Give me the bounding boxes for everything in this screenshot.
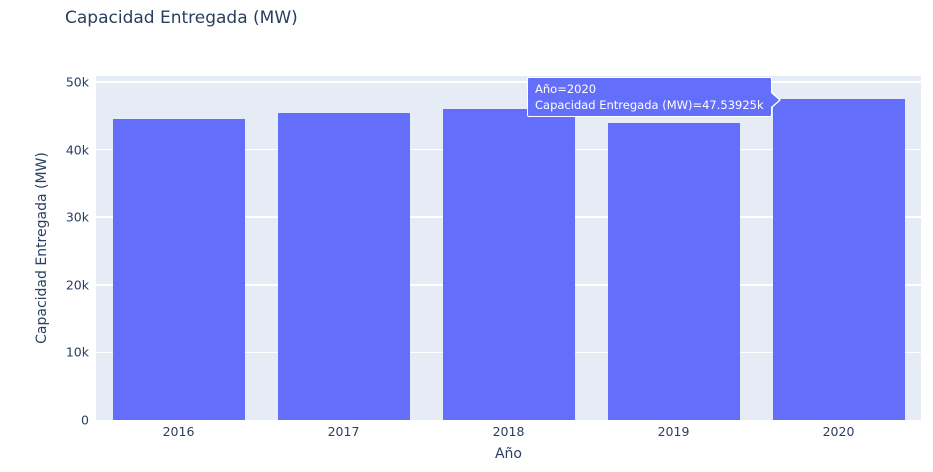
x-tick-label: 2020 xyxy=(822,424,855,439)
hover-tooltip: Año=2020 Capacidad Entregada (MW)=47.539… xyxy=(527,77,781,117)
y-tick-label: 10k xyxy=(65,344,89,360)
y-axis-title: Capacidad Entregada (MW) xyxy=(34,152,50,344)
tooltip-category-line: Año=2020 xyxy=(535,82,597,96)
x-tick-label: 2017 xyxy=(327,424,360,439)
x-axis-title: Año xyxy=(494,446,522,462)
x-tick-label: 2019 xyxy=(657,424,690,439)
x-tick-label: 2018 xyxy=(492,424,525,439)
bar-2016[interactable] xyxy=(112,119,245,420)
x-tick-label: 2016 xyxy=(162,424,195,439)
y-tick-label: 20k xyxy=(65,277,89,293)
bar-2017[interactable] xyxy=(277,112,410,420)
y-tick-label: 40k xyxy=(65,142,89,158)
tooltip-caret-fill xyxy=(770,93,779,107)
bar-2020[interactable] xyxy=(772,98,905,420)
plot-area[interactable] xyxy=(96,76,921,420)
bar-2018[interactable] xyxy=(442,109,575,420)
y-tick-label: 30k xyxy=(65,209,89,225)
chart-title: Capacidad Entregada (MW) xyxy=(65,8,298,28)
y-tick-label: 50k xyxy=(65,74,89,90)
tooltip-value-line: Capacidad Entregada (MW)=47.53925k xyxy=(535,98,764,112)
y-tick-label: 0 xyxy=(81,412,89,428)
bar-2019[interactable] xyxy=(607,123,740,420)
gridline xyxy=(96,81,921,83)
